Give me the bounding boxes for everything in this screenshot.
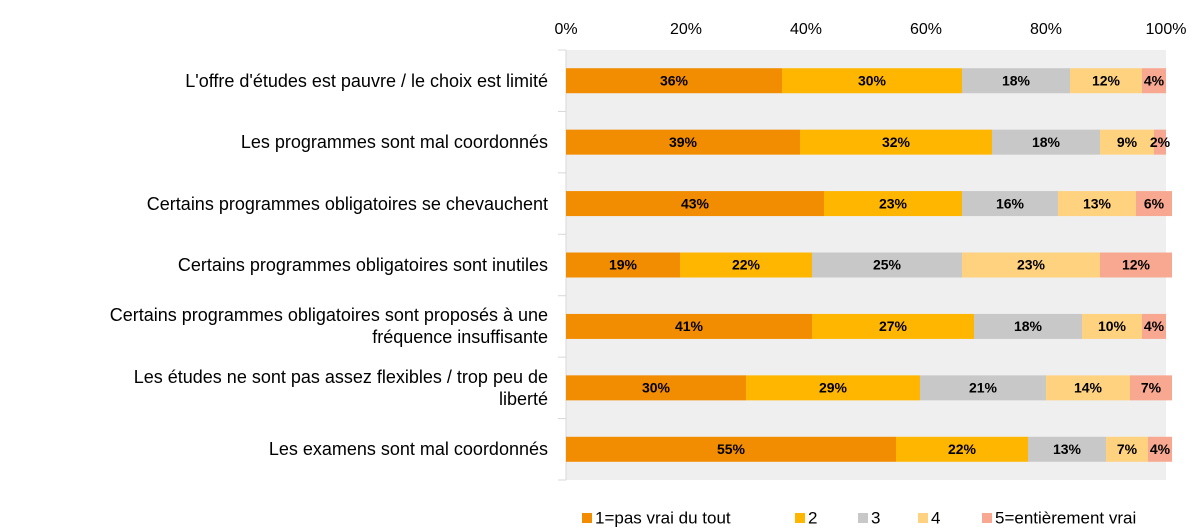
legend-label: 2 [808, 508, 817, 527]
x-tick-label: 80% [1030, 21, 1062, 38]
bar-segment [566, 313, 812, 339]
data-label: 18% [1014, 318, 1043, 334]
bar-segment [1070, 68, 1142, 94]
bar-segment [1046, 375, 1130, 401]
bar-segment [812, 313, 974, 339]
data-label: 13% [1083, 195, 1112, 211]
data-label: 12% [1122, 257, 1151, 273]
data-label: 4% [1150, 441, 1171, 457]
bar-segment [1100, 252, 1172, 278]
data-label: 27% [879, 318, 908, 334]
bar-segment [680, 252, 812, 278]
legend-swatch [982, 513, 992, 523]
data-label: 19% [609, 257, 638, 273]
data-label: 32% [882, 134, 911, 150]
data-label: 14% [1074, 380, 1103, 396]
category-label: Les examens sont mal coordonnés [268, 439, 548, 460]
data-label: 4% [1144, 72, 1165, 88]
data-label: 22% [732, 257, 761, 273]
data-label: 18% [1002, 72, 1031, 88]
data-label: 13% [1053, 441, 1082, 457]
data-label: 10% [1098, 318, 1127, 334]
legend-swatch [858, 513, 868, 523]
bar-segment [1058, 191, 1136, 217]
bar-segment [566, 191, 824, 217]
data-label: 30% [642, 380, 671, 396]
legend-swatch [582, 513, 592, 523]
bar-segment [1136, 191, 1172, 217]
data-label: 30% [858, 72, 887, 88]
data-label: 23% [1017, 257, 1046, 273]
category-label: Certains programmes obligatoires se chev… [146, 193, 548, 214]
bar-segment [800, 129, 992, 155]
x-tick-label: 100% [1146, 21, 1187, 38]
data-label: 25% [873, 257, 902, 273]
bar-segment [1142, 68, 1166, 94]
data-label: 16% [996, 195, 1025, 211]
legend-label: 3 [871, 508, 880, 527]
data-label: 7% [1141, 380, 1162, 396]
bar-segment [992, 129, 1100, 155]
bar-segment [1148, 436, 1172, 462]
data-label: 18% [1032, 134, 1061, 150]
data-label: 22% [948, 441, 977, 457]
bar-segment [746, 375, 920, 401]
data-label: 2% [1150, 134, 1171, 150]
data-label: 4% [1144, 318, 1165, 334]
data-label: 6% [1144, 195, 1165, 211]
bar-segment [962, 191, 1058, 217]
data-label: 39% [669, 134, 698, 150]
category-label: Les études ne sont pas assez flexibles /… [133, 366, 548, 409]
category-label: Les programmes sont mal coordonnés [240, 132, 548, 153]
data-label: 29% [819, 380, 848, 396]
x-tick-label: 60% [910, 21, 942, 38]
bar-segment [566, 375, 746, 401]
bar-segment [1028, 436, 1106, 462]
legend-swatch [795, 513, 805, 523]
bar-segment [1106, 436, 1148, 462]
x-tick-label: 0% [554, 21, 577, 38]
bar-segment [782, 68, 962, 94]
legend-label: 1=pas vrai du tout [595, 508, 731, 527]
bar-segment [1154, 129, 1166, 155]
data-label: 23% [879, 195, 908, 211]
x-tick-label: 40% [790, 21, 822, 38]
data-label: 36% [660, 72, 689, 88]
bar-segment [566, 436, 896, 462]
data-label: 12% [1092, 72, 1121, 88]
data-label: 9% [1117, 134, 1138, 150]
bar-segment [974, 313, 1082, 339]
category-label: L'offre d'études est pauvre / le choix e… [185, 70, 548, 91]
bar-segment [566, 129, 800, 155]
data-label: 43% [681, 195, 710, 211]
bar-segment [920, 375, 1046, 401]
bar-segment [566, 68, 782, 94]
bar-segment [566, 252, 680, 278]
bar-segment [1082, 313, 1142, 339]
bar-segment [1130, 375, 1172, 401]
bar-segment [1142, 313, 1166, 339]
bar-segment [1100, 129, 1154, 155]
category-label: Certains programmes obligatoires sont in… [177, 255, 548, 275]
legend-swatch [918, 513, 928, 523]
category-label: Certains programmes obligatoires sont pr… [109, 305, 548, 348]
data-label: 7% [1117, 441, 1138, 457]
legend-label: 5=entièrement vrai [995, 508, 1136, 527]
data-label: 55% [717, 441, 746, 457]
data-label: 41% [675, 318, 704, 334]
bar-segment [896, 436, 1028, 462]
bar-segment [962, 252, 1100, 278]
legend-label: 4 [931, 508, 940, 527]
bar-segment [962, 68, 1070, 94]
bar-segment [812, 252, 962, 278]
x-tick-label: 20% [670, 21, 702, 38]
bar-segment [824, 191, 962, 217]
data-label: 21% [969, 380, 998, 396]
